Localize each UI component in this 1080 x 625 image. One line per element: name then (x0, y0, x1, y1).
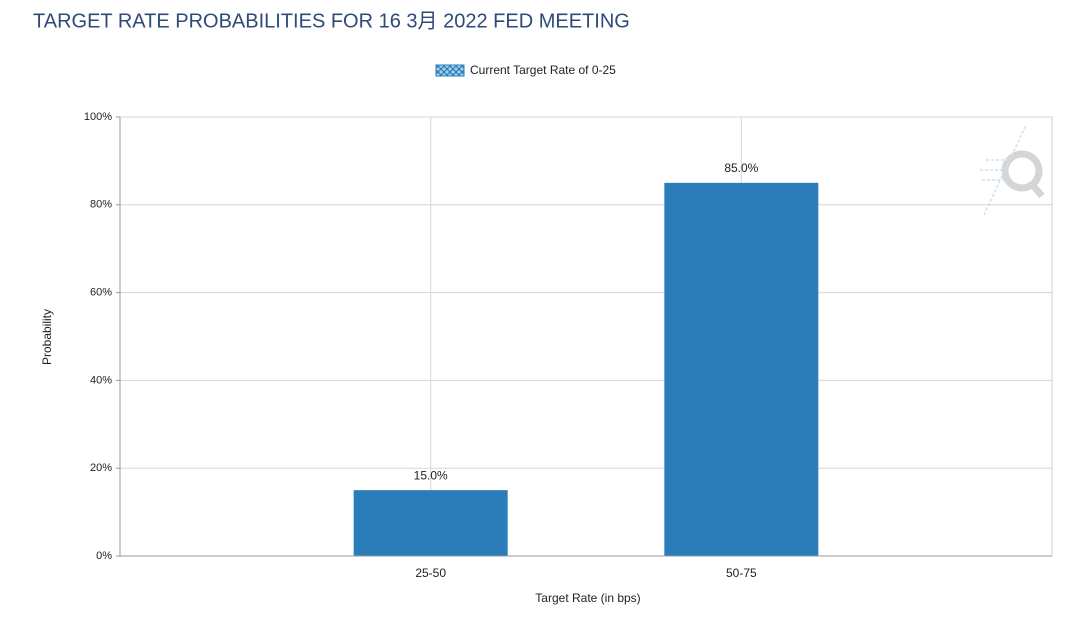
y-axis-title: Probability (40, 309, 54, 365)
x-tick-label: 25-50 (415, 566, 446, 580)
y-tick-label: 80% (90, 199, 112, 211)
value-label: 15.0% (414, 468, 448, 482)
y-tick-label: 60% (90, 287, 112, 299)
x-tick-label: 50-75 (726, 566, 757, 580)
legend-label: Current Target Rate of 0-25 (470, 63, 616, 77)
bar (664, 182, 819, 556)
y-tick-label: 0% (96, 550, 112, 562)
watermark (980, 124, 1045, 216)
bar (353, 490, 508, 556)
x-axis-title: Target Rate (in bps) (535, 591, 640, 605)
y-tick-label: 100% (84, 111, 112, 123)
legend-swatch (435, 64, 465, 77)
y-tick-label: 20% (90, 462, 112, 474)
plot-area (119, 116, 1053, 557)
value-label: 85.0% (724, 161, 758, 175)
y-tick-label: 40% (90, 374, 112, 386)
chart-title: TARGET RATE PROBABILITIES FOR 16 3月 2022… (33, 10, 630, 32)
